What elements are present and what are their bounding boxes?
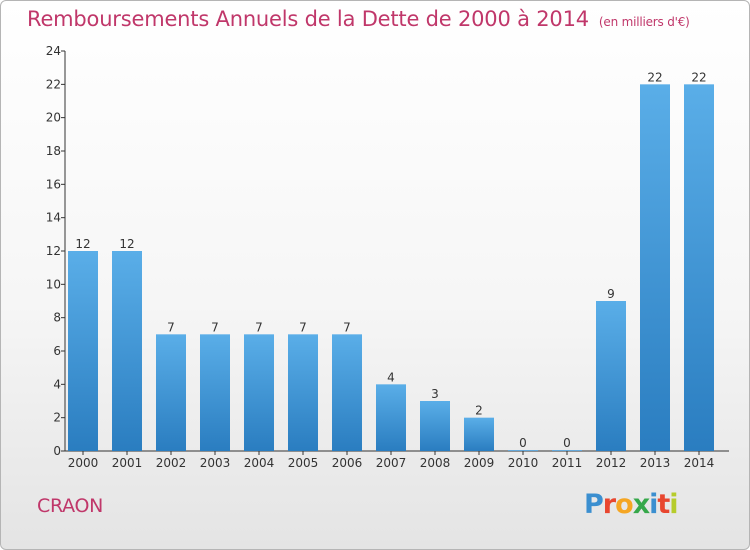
bar — [156, 334, 186, 451]
bar-data-label: 9 — [607, 287, 615, 301]
chart-bars — [68, 84, 714, 451]
x-tick-label: 2011 — [552, 456, 583, 470]
bar-data-label: 7 — [167, 320, 175, 334]
y-tick-label: 4 — [53, 377, 61, 391]
chart-title: Remboursements Annuels de la Dette de 20… — [27, 7, 690, 31]
bar — [508, 450, 538, 451]
bar — [332, 334, 362, 451]
y-tick-label: 10 — [46, 277, 61, 291]
logo-letter: o — [615, 489, 634, 520]
x-tick-label: 2013 — [640, 456, 671, 470]
bar — [464, 417, 494, 451]
bar-data-label: 0 — [519, 436, 527, 450]
y-tick-label: 16 — [46, 177, 61, 191]
bar — [552, 450, 582, 451]
bar-data-label: 7 — [211, 320, 219, 334]
y-tick-label: 2 — [53, 411, 61, 425]
bar-data-label: 22 — [691, 70, 706, 84]
y-tick-label: 14 — [46, 211, 61, 225]
y-tick-label: 12 — [46, 244, 61, 258]
x-tick-label: 2004 — [244, 456, 275, 470]
x-tick-label: 2001 — [112, 456, 143, 470]
bar — [420, 401, 450, 451]
x-tick-label: 2014 — [684, 456, 715, 470]
y-tick-label: 8 — [53, 311, 61, 325]
x-tick-label: 2007 — [376, 456, 407, 470]
bar — [244, 334, 274, 451]
x-tick-label: 2002 — [156, 456, 187, 470]
x-tick-label: 2006 — [332, 456, 363, 470]
y-tick-label: 6 — [53, 344, 61, 358]
y-tick-label: 20 — [46, 111, 61, 125]
x-tick-label: 2009 — [464, 456, 495, 470]
x-tick-label: 2012 — [596, 456, 627, 470]
proxiti-logo[interactable]: Proxiti — [584, 489, 679, 520]
x-tick-label: 2005 — [288, 456, 319, 470]
logo-letter: i — [649, 489, 658, 520]
bar — [200, 334, 230, 451]
bar-data-label: 4 — [387, 370, 395, 384]
bar-data-label: 7 — [299, 320, 307, 334]
city-name: CRAON — [37, 495, 104, 517]
x-tick-label: 2000 — [68, 456, 99, 470]
bar-data-label: 7 — [255, 320, 263, 334]
bar — [640, 84, 670, 451]
bar — [596, 301, 626, 451]
y-tick-label: 18 — [46, 144, 61, 158]
x-tick-label: 2010 — [508, 456, 539, 470]
logo-letter: x — [632, 489, 650, 520]
y-tick-label: 0 — [53, 444, 61, 458]
bar-data-label: 2 — [475, 404, 483, 418]
bar — [112, 251, 142, 451]
bar-data-label: 7 — [343, 320, 351, 334]
bar-data-label: 12 — [119, 237, 134, 251]
y-tick-label: 22 — [46, 77, 61, 91]
logo-letter: t — [657, 489, 670, 520]
bar-data-label: 3 — [431, 387, 439, 401]
bar-data-label: 12 — [75, 237, 90, 251]
bar-data-label: 22 — [647, 70, 662, 84]
bar — [684, 84, 714, 451]
x-tick-label: 2008 — [420, 456, 451, 470]
logo-letter: P — [584, 489, 604, 520]
chart-data-labels: 12 12 7 7 7 7 7 4 3 2 0 0 9 22 22 — [75, 70, 706, 450]
bar — [288, 334, 318, 451]
chart-title-text: Remboursements Annuels de la Dette de 20… — [27, 7, 589, 31]
bar-data-label: 0 — [563, 436, 571, 450]
y-tick-label: 24 — [46, 44, 61, 58]
logo-letter: r — [602, 489, 616, 520]
bar — [376, 384, 406, 451]
chart-subtitle: (en milliers d'€) — [598, 15, 690, 29]
logo-letter: i — [669, 489, 678, 520]
x-tick-label: 2003 — [200, 456, 231, 470]
bar — [68, 251, 98, 451]
